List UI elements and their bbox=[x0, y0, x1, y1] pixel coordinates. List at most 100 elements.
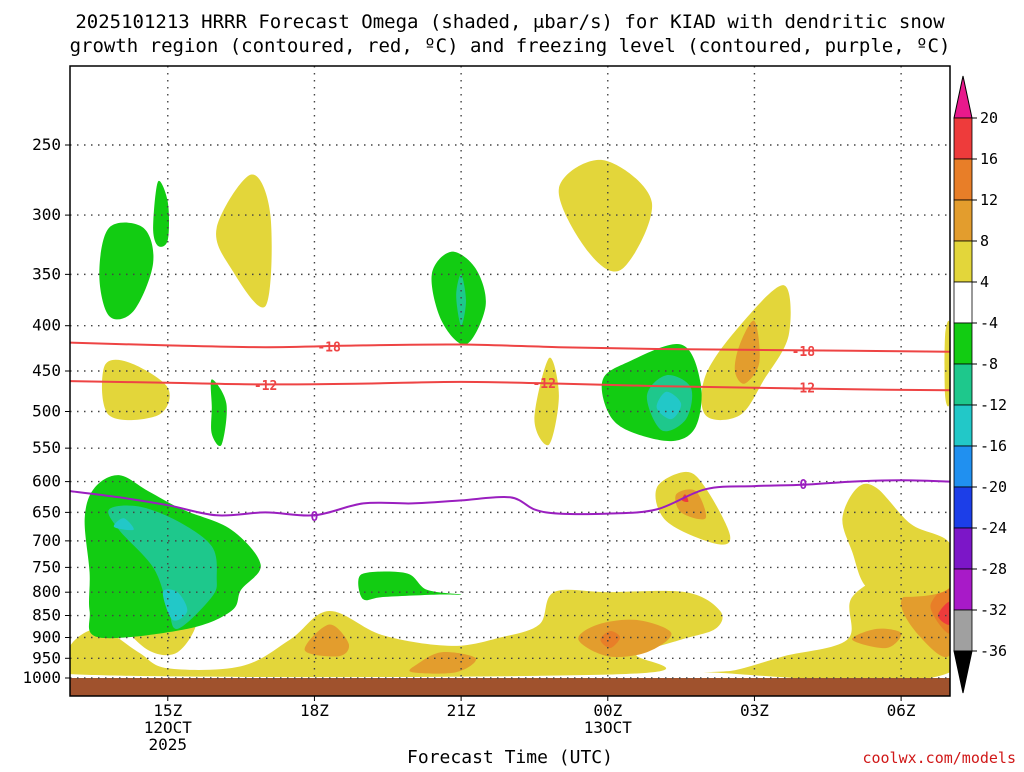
plot-frame bbox=[69, 65, 951, 697]
x-tick-label: 12OCT bbox=[144, 718, 193, 737]
colorbar-tick-label: -28 bbox=[980, 560, 1007, 578]
colorbar-tick-label: 4 bbox=[980, 273, 989, 291]
omega-region bbox=[70, 589, 723, 678]
omega-region bbox=[99, 222, 154, 320]
contour-lines: -18 -18 -12 -12 -12 0 0 bbox=[70, 340, 950, 525]
y-tick-label: 1000 bbox=[22, 668, 61, 687]
omega-region bbox=[113, 518, 134, 531]
y-tick-label: 750 bbox=[32, 557, 61, 576]
omega-region bbox=[216, 174, 272, 308]
colorbar-tick-label: 8 bbox=[980, 232, 989, 250]
omega-region bbox=[558, 159, 653, 272]
colorbar-bin bbox=[953, 199, 973, 242]
colorbar-tick-label: 20 bbox=[980, 109, 998, 127]
omega-region bbox=[534, 357, 559, 446]
omega-shading bbox=[70, 159, 950, 682]
y-tick-label: 650 bbox=[32, 502, 61, 521]
y-tick-label: 500 bbox=[32, 402, 61, 421]
omega-region bbox=[162, 589, 188, 621]
contour-label: -18 bbox=[317, 340, 341, 355]
colorbar-bin bbox=[953, 404, 973, 447]
x-tick-label: 06Z bbox=[887, 701, 916, 720]
omega-region bbox=[304, 624, 350, 657]
x-tick-label: 13OCT bbox=[584, 718, 633, 737]
contour-dendritic-18 bbox=[70, 341, 950, 353]
contour-freezing-0 bbox=[70, 479, 950, 517]
omega-region bbox=[409, 652, 477, 674]
colorbar-bottom-arrow bbox=[953, 650, 973, 694]
omega-region bbox=[852, 628, 902, 649]
x-tick-label: 18Z bbox=[300, 701, 329, 720]
chart-title-line-2: growth region (contoured, red, ºC) and f… bbox=[70, 35, 951, 57]
chart-title-line-1: 2025101213 HRRR Forecast Omega (shaded, … bbox=[75, 11, 945, 33]
y-tick-label: 800 bbox=[32, 582, 61, 601]
contour-label: -12 bbox=[792, 382, 815, 397]
y-tick-label: 350 bbox=[32, 264, 61, 283]
x-tick-label: 00Z bbox=[593, 701, 622, 720]
colorbar-tick-label: -24 bbox=[980, 519, 1007, 537]
ground-surface bbox=[70, 678, 950, 696]
contour-label: -18 bbox=[792, 345, 816, 360]
omega-region bbox=[656, 391, 682, 420]
omega-region bbox=[578, 619, 672, 657]
colorbar-tick-label: -8 bbox=[980, 355, 998, 373]
colorbar-bin bbox=[953, 322, 973, 365]
y-tick-label: 950 bbox=[32, 648, 61, 667]
y-tick-label: 550 bbox=[32, 438, 61, 457]
omega-region bbox=[101, 359, 170, 421]
colorbar-bin bbox=[953, 486, 973, 529]
colorbar-tick-label: 12 bbox=[980, 191, 998, 209]
omega-region bbox=[937, 601, 950, 625]
x-tick-label: 21Z bbox=[447, 701, 476, 720]
omega-region bbox=[600, 630, 620, 649]
y-tick-label: 250 bbox=[32, 135, 61, 154]
colorbar-bin bbox=[953, 158, 973, 201]
colorbar-bin bbox=[953, 527, 973, 570]
colorbar-tick-label: 16 bbox=[980, 150, 998, 168]
omega-region bbox=[358, 571, 462, 601]
x-tick-label: 2025 bbox=[149, 735, 188, 754]
omega-region bbox=[153, 180, 169, 247]
x-axis-label: Forecast Time (UTC) bbox=[407, 747, 613, 768]
contour-label: 0 bbox=[311, 510, 319, 525]
contour-dendritic-12 bbox=[70, 380, 950, 392]
colorbar-top-arrow bbox=[953, 75, 973, 119]
y-tick-label: 300 bbox=[32, 205, 61, 224]
colorbar-tick-label: -16 bbox=[980, 437, 1007, 455]
x-tick-label: 15Z bbox=[153, 701, 182, 720]
colorbar-bin bbox=[953, 609, 973, 652]
colorbar-tick-label: -36 bbox=[980, 642, 1007, 660]
omega-region bbox=[210, 379, 227, 447]
colorbar-tick-label: -32 bbox=[980, 601, 1007, 619]
colorbar-tick-label: -4 bbox=[980, 314, 998, 332]
colorbar: 20 16 12 8 4 -4 -8 -12 -16 -20 -24 -28 -32 -36 bbox=[953, 75, 1007, 694]
omega-region bbox=[108, 505, 217, 630]
x-tick-label: 03Z bbox=[740, 701, 769, 720]
colorbar-bin bbox=[953, 117, 973, 160]
colorbar-bin bbox=[953, 445, 973, 488]
y-tick-label: 600 bbox=[32, 472, 61, 491]
omega-region bbox=[734, 320, 760, 384]
credit-text: coolwx.com/models bbox=[862, 749, 1016, 767]
contour-label: -12 bbox=[254, 379, 277, 394]
omega-region bbox=[944, 320, 950, 407]
colorbar-tick-label: -12 bbox=[980, 396, 1007, 414]
colorbar-tick-label: -20 bbox=[980, 478, 1007, 496]
y-tick-label: 850 bbox=[32, 606, 61, 625]
contour-label: -12 bbox=[532, 377, 555, 392]
omega-region bbox=[456, 274, 466, 326]
y-axis: 250 300 350 400 450 500 550 600 650 700 750 800 850 9… bbox=[22, 135, 70, 687]
colorbar-bin bbox=[953, 363, 973, 406]
y-tick-label: 400 bbox=[32, 316, 61, 335]
y-tick-label: 900 bbox=[32, 627, 61, 646]
ground-layer bbox=[70, 678, 950, 696]
colorbar-bin bbox=[953, 240, 973, 283]
y-tick-label: 700 bbox=[32, 531, 61, 550]
colorbar-bin bbox=[953, 568, 973, 611]
y-tick-label: 450 bbox=[32, 361, 61, 380]
contour-label: 0 bbox=[799, 478, 807, 493]
colorbar-bin bbox=[953, 281, 973, 324]
